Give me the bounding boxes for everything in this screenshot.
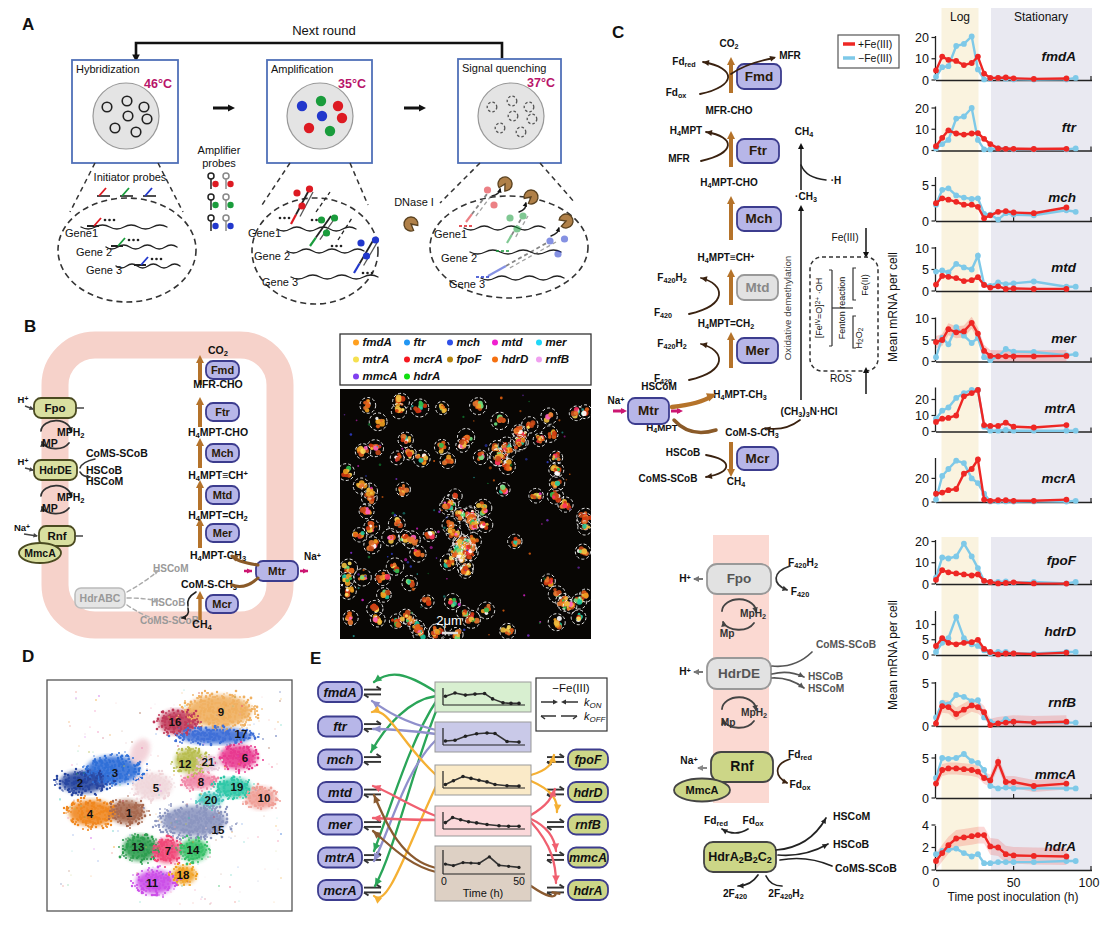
svg-text:fpoF: fpoF: [574, 753, 601, 767]
svg-text:rnfB: rnfB: [575, 818, 601, 832]
svg-text:mch: mch: [327, 752, 354, 767]
svg-text:mtrA: mtrA: [325, 850, 355, 865]
svg-text:E: E: [310, 649, 321, 668]
svg-text:mmcA: mmcA: [569, 851, 607, 865]
svg-text:hdrD: hdrD: [573, 786, 602, 800]
svg-text:mer: mer: [328, 817, 353, 832]
svg-text:mtd: mtd: [328, 785, 353, 800]
svg-text:ftr: ftr: [333, 719, 348, 734]
svg-text:Time (h): Time (h): [463, 887, 504, 899]
svg-text:fmdA: fmdA: [323, 685, 356, 700]
svg-text:50: 50: [513, 875, 525, 887]
svg-text:mcrA: mcrA: [323, 883, 356, 898]
svg-text:hdrA: hdrA: [573, 884, 602, 898]
svg-text:−Fe(III): −Fe(III): [552, 682, 590, 694]
svg-text:0: 0: [441, 875, 447, 887]
